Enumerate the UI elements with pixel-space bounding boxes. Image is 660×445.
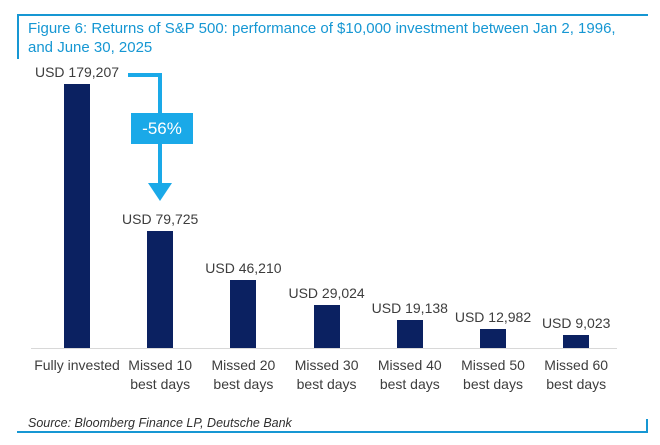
bar-missed-20-best-days (230, 280, 257, 348)
bar-missed-30-best-days (313, 305, 340, 348)
bar-category-label-missed-40-best-days: Missed 40 best days (350, 356, 470, 394)
category-label-line: best days (379, 376, 440, 392)
bar-value-label-missed-30-best-days: USD 29,024 (288, 285, 365, 301)
bar-value-label-missed-40-best-days: USD 19,138 (371, 300, 448, 316)
source-note: Source: Bloomberg Finance LP, Deutsche B… (28, 416, 292, 430)
category-label-line: Missed 10 (128, 357, 193, 373)
bar-value-label-missed-60-best-days: USD 9,023 (541, 315, 611, 331)
figure-bottom-border (17, 431, 648, 433)
bar-value-label-fully-invested: USD 179,207 (34, 64, 120, 80)
bar-missed-60-best-days (563, 335, 590, 348)
category-label-line: Missed 50 (461, 357, 525, 373)
bar-missed-40-best-days (396, 320, 423, 348)
bar-missed-10-best-days (147, 231, 174, 348)
decline-arrow-horizontal-segment (128, 73, 162, 77)
bar-category-label-missed-30-best-days: Missed 30 best days (267, 356, 387, 394)
category-label-line: best days (546, 376, 607, 392)
category-label-line: best days (463, 376, 523, 392)
figure-title-line1: Figure 6: Returns of S&P 500: performanc… (28, 20, 616, 37)
bar-category-label-missed-10-best-days: Missed 10 best days (100, 356, 220, 394)
category-label-line: best days (130, 376, 191, 392)
category-label-line: Missed 40 (377, 357, 442, 373)
bar-missed-50-best-days (480, 329, 506, 348)
decline-percent-badge: -56% (131, 113, 193, 144)
figure-title: Figure 6: Returns of S&P 500: performanc… (28, 19, 653, 57)
figure-title-line2: and June 30, 2025 (28, 39, 153, 56)
bar-category-label-missed-20-best-days: Missed 20 best days (183, 356, 303, 394)
bar-category-label-missed-50-best-days: Missed 50 best days (433, 356, 553, 394)
category-label-line: Missed 60 (544, 357, 609, 373)
figure-left-border (17, 14, 19, 59)
bar-fully-invested (64, 84, 90, 348)
figure-right-border (646, 419, 648, 431)
x-axis-line (31, 348, 617, 349)
decline-arrow-down-icon (148, 183, 172, 201)
figure-top-border (17, 14, 648, 16)
bar-value-label-missed-20-best-days: USD 46,210 (205, 260, 282, 276)
category-label-line: best days (213, 376, 274, 392)
category-label-line: Fully invested (34, 357, 120, 373)
category-label-line: Missed 20 (211, 357, 276, 373)
category-label-line: Missed 30 (294, 357, 359, 373)
bar-value-label-missed-10-best-days: USD 79,725 (122, 211, 199, 227)
bar-value-label-missed-50-best-days: USD 12,982 (454, 309, 532, 325)
bar-category-label-missed-60-best-days: Missed 60 best days (516, 356, 636, 394)
category-label-line: best days (296, 376, 357, 392)
bar-category-label-fully-invested: Fully invested (17, 356, 137, 375)
